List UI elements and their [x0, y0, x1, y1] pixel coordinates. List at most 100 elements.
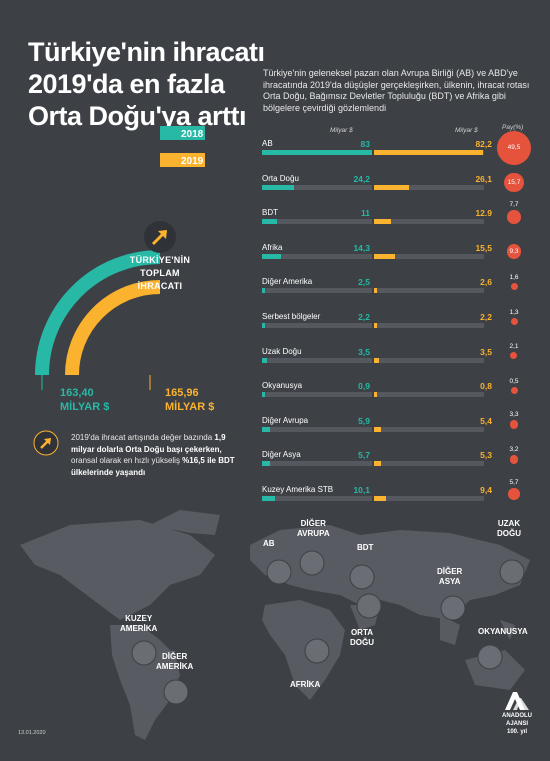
value-2018: 5,9 [358, 415, 370, 426]
map-label: UZAK DOĞU [497, 519, 521, 538]
header-share: Pay(%) [502, 124, 524, 131]
bar-track-2018 [262, 392, 372, 398]
arc-2019 [65, 280, 161, 376]
value-2018: 24,2 [353, 173, 370, 184]
bar-track-2018 [262, 461, 372, 467]
bar-2018 [262, 253, 281, 259]
bar-track-2019 [374, 426, 484, 432]
share-circle [504, 173, 524, 193]
share-circle [508, 488, 520, 500]
share-value: 5,7 [509, 479, 519, 487]
share-value: 1,3 [509, 308, 519, 316]
arrow-up-icon [144, 221, 176, 253]
map-label: AFRİKA [290, 680, 321, 689]
bar-track-2019 [374, 496, 484, 501]
share-circle [510, 352, 518, 360]
value-2018: 5,7 [358, 450, 370, 461]
map-label: BDT [357, 543, 374, 552]
bar-2019 [374, 253, 395, 259]
bar-2019 [374, 392, 377, 398]
value-2019: 12.9 [475, 208, 492, 219]
value-2019: 5,3 [480, 450, 492, 461]
value-2018: 0,9 [358, 381, 370, 392]
share-value: 0,5 [509, 377, 519, 385]
share-value: 1,6 [509, 273, 519, 281]
bar-track-2019 [374, 219, 484, 225]
bar-2018 [262, 357, 267, 363]
share-value: 3,3 [509, 411, 519, 419]
share-circle [509, 420, 519, 430]
map-label: OKYANUSYA [478, 627, 528, 636]
bar-track-2018 [262, 288, 372, 294]
row-label: Diğer Avrupa [262, 415, 309, 425]
map-label: DİĞER ASYA [437, 567, 463, 586]
row-label: Orta Doğu [262, 173, 299, 183]
bar-track-2018 [262, 357, 372, 363]
bar-track-2018 [262, 426, 372, 432]
total-2019-value: 165,96 MİLYAR $ [165, 387, 215, 413]
bar-2018 [262, 426, 270, 432]
value-2019: 0,8 [480, 381, 492, 392]
bar-track-2019 [374, 392, 484, 398]
row-label: Afrika [262, 242, 283, 252]
share-circle [510, 282, 518, 290]
header-2019: Milyar $ [455, 127, 478, 134]
map-dot-ab [266, 559, 292, 585]
row-label: Diğer Asya [262, 450, 301, 460]
map-dot-uzak-dogu [499, 559, 525, 585]
bar-track-2019 [374, 253, 484, 259]
share-value: 2,1 [509, 343, 519, 351]
bar-2018 [262, 219, 277, 225]
map-label: KUZEY AMERİKA [120, 614, 158, 633]
aa-logo [505, 692, 529, 710]
share-circle [510, 386, 518, 394]
bar-track-2019 [374, 184, 484, 190]
bar-2019 [374, 184, 409, 190]
row-label: BDT [262, 208, 278, 218]
value-2018: 3,5 [358, 346, 370, 357]
value-2019: 82,2 [475, 139, 492, 149]
map-dot-okyanusya [477, 644, 503, 670]
arc-2018 [35, 250, 161, 376]
year-2019-bar [160, 153, 205, 167]
bar-2019 [374, 150, 483, 155]
bar-2019 [374, 323, 377, 328]
value-2019: 5,4 [480, 415, 492, 426]
bar-2019 [374, 496, 387, 501]
row-label: Diğer Amerika [262, 277, 313, 287]
logo-text: ANADOLU AJANSI 100. yıl [502, 713, 532, 735]
map-dot-orta-dogu [356, 593, 382, 619]
share-value: 9,3 [509, 247, 519, 255]
page-title: Türkiye'nin ihracatı 2019'da en fazla Or… [28, 37, 265, 131]
value-2019: 15,5 [475, 242, 492, 253]
share-value: 7,7 [509, 201, 519, 209]
bar-track-2018 [262, 184, 372, 190]
bar-track-2018 [262, 323, 372, 328]
value-2018: 14,3 [353, 242, 370, 253]
year-2019-label: 2019 [181, 156, 204, 167]
totals-arcs [35, 126, 205, 390]
bar-track-2019 [374, 288, 484, 294]
bar-2019 [374, 288, 378, 294]
bar-2019 [374, 219, 392, 225]
map-dot-bdt [349, 564, 375, 590]
header-2018: Milyar $ [330, 127, 353, 134]
value-2018: 2,5 [358, 277, 370, 288]
value-2018: 11 [361, 208, 370, 219]
map-label: ORTA DOĞU [350, 628, 374, 647]
map-region-dots [131, 550, 525, 705]
value-2019: 26,1 [475, 173, 492, 184]
bar-2018 [262, 461, 270, 467]
share-circle [510, 317, 518, 325]
total-2018-value: 163,40 MİLYAR $ [60, 387, 110, 413]
subtitle: Türkiye'nin geleneksel pazarı olan Avrup… [263, 68, 530, 113]
value-2019: 3,5 [480, 346, 492, 357]
value-2019: 2,2 [480, 312, 492, 322]
bar-2019 [374, 357, 379, 363]
row-label: Kuzey Amerika STB [262, 485, 334, 494]
share-value: 15,7 [507, 178, 521, 186]
highlight-note: 2019'da ihracat artışında değer bazında … [71, 433, 235, 477]
map-landmass [20, 510, 530, 740]
year-2018-bar [160, 126, 205, 140]
bar-2018 [262, 150, 372, 155]
